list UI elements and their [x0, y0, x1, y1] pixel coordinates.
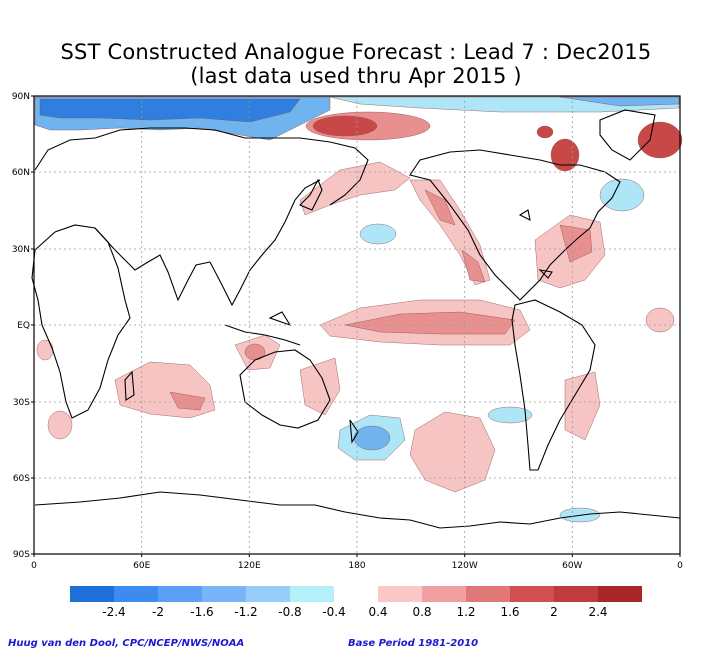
colorbar-label: -0.8 — [278, 605, 301, 619]
lat-tick-label: 30N — [12, 245, 30, 255]
colorbar-swatch-negative — [246, 586, 290, 602]
lon-tick-label: 0 — [677, 561, 683, 571]
anomaly-patch — [461, 249, 486, 283]
anomaly-patch — [36, 339, 54, 361]
colorbar-label: -2 — [152, 605, 164, 619]
lat-tick-label: EQ — [17, 321, 30, 331]
anomaly-patch — [487, 406, 533, 424]
anomaly-patch — [169, 391, 206, 411]
credit-base-period: Base Period 1981-2010 — [348, 638, 479, 649]
graticule — [34, 96, 680, 554]
anomaly-patch — [559, 96, 680, 107]
anomaly-patch — [559, 224, 593, 263]
coastlines — [31, 109, 681, 529]
anomaly-layer — [34, 96, 683, 523]
colorbar-swatch-positive — [378, 586, 422, 602]
colorbar-label: 1.6 — [500, 605, 519, 619]
colorbar — [70, 586, 642, 602]
lon-tick-label: 0 — [31, 561, 37, 571]
anomaly-patch — [299, 357, 341, 416]
colorbar-swatch-positive — [598, 586, 642, 602]
anomaly-patch — [47, 410, 73, 440]
anomaly-patch — [550, 138, 580, 172]
colorbar-swatch-positive — [422, 586, 466, 602]
anomaly-patch — [424, 189, 456, 226]
credit-author: Huug van den Dool, CPC/NCEP/NWS/NOAA — [8, 638, 245, 649]
lon-tick-label: 60W — [562, 561, 582, 571]
colorbar-swatch-negative — [158, 586, 202, 602]
anomaly-patch — [599, 178, 645, 212]
anomaly-patch — [299, 161, 411, 216]
colorbar-label: 0.8 — [412, 605, 431, 619]
anomaly-patch — [645, 307, 675, 333]
chart-title: SST Constructed Analogue Forecast : Lead… — [60, 40, 652, 64]
colorbar-label: 2.4 — [588, 605, 607, 619]
anomaly-patch — [409, 411, 496, 493]
colorbar-labels: -2.4 -2 -1.6 -1.2 -0.8 -0.4 0.4 0.8 1.2 1.6 2 2.4 — [102, 605, 607, 619]
colorbar-label: 2 — [550, 605, 558, 619]
anomaly-patch — [359, 223, 397, 245]
colorbar-swatch-negative — [70, 586, 114, 602]
anomaly-patch — [312, 115, 378, 137]
anomaly-patch — [344, 311, 516, 335]
colorbar-swatch-negative — [290, 586, 334, 602]
lat-tick-label: 90S — [13, 550, 30, 560]
anomaly-patch — [536, 125, 554, 139]
anomaly-patch — [353, 425, 391, 451]
lat-tick-label: 90N — [12, 92, 30, 102]
lon-tick-label: 120E — [238, 561, 261, 571]
lon-tick-label: 120W — [452, 561, 478, 571]
lon-tick-label: 180 — [348, 561, 365, 571]
anomaly-patch — [39, 98, 301, 123]
colorbar-swatch-positive — [554, 586, 598, 602]
latitude-labels: 90N 60N 30N EQ 30S 60S 90S — [12, 92, 34, 560]
anomaly-patch — [564, 371, 601, 441]
anomaly-patch — [637, 121, 683, 159]
colorbar-label: 1.2 — [456, 605, 475, 619]
lon-tick-label: 60E — [133, 561, 150, 571]
colorbar-label: -1.2 — [234, 605, 257, 619]
colorbar-label: -0.4 — [322, 605, 345, 619]
colorbar-label: -2.4 — [102, 605, 125, 619]
colorbar-swatch-negative — [202, 586, 246, 602]
colorbar-swatch-positive — [510, 586, 554, 602]
colorbar-swatch-negative — [114, 586, 158, 602]
colorbar-label: 0.4 — [368, 605, 387, 619]
longitude-labels: 0 60E 120E 180 120W 60W 0 — [31, 554, 683, 571]
lat-tick-label: 60N — [12, 168, 30, 178]
lat-tick-label: 30S — [13, 398, 30, 408]
colorbar-label: -1.6 — [190, 605, 213, 619]
lat-tick-label: 60S — [13, 474, 30, 484]
colorbar-swatch-positive — [466, 586, 510, 602]
chart-subtitle: (last data used thru Apr 2015 ) — [190, 64, 522, 88]
